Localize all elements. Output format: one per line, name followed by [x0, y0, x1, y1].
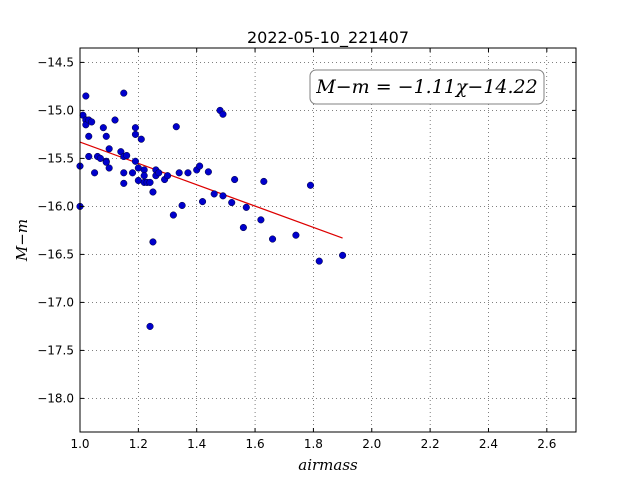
data-point: [102, 158, 110, 166]
x-tick-label: 2.0: [362, 437, 381, 451]
data-point: [339, 251, 347, 259]
data-point: [111, 116, 119, 124]
fit-equation-text: M−m = −1.11χ−14.22: [315, 76, 537, 98]
data-point: [140, 172, 148, 180]
y-tick-label: −17.0: [37, 295, 74, 309]
data-point: [85, 152, 93, 161]
data-point: [306, 181, 315, 189]
y-tick-label: −16.5: [37, 247, 74, 261]
chart-title: 2022-05-10_221407: [247, 28, 409, 48]
data-point: [210, 190, 218, 198]
data-point: [149, 238, 157, 246]
data-point: [120, 169, 128, 177]
data-point: [105, 145, 113, 153]
data-point: [204, 168, 212, 176]
x-tick-label: 2.6: [537, 437, 556, 451]
y-tick-label: −15.5: [37, 151, 74, 165]
data-point: [315, 257, 323, 265]
data-point: [88, 118, 96, 126]
data-point: [155, 169, 163, 177]
data-point: [149, 188, 157, 196]
data-point: [231, 175, 239, 184]
data-point: [198, 198, 207, 206]
x-tick-label: 2.2: [421, 437, 440, 451]
y-tick-label: −14.5: [37, 55, 74, 69]
fit-equation-box: M−m = −1.11χ−14.22: [309, 69, 545, 105]
data-point: [91, 169, 99, 177]
plot-frame: [79, 47, 577, 433]
y-axis-label: M−m: [13, 219, 31, 262]
data-point: [131, 130, 139, 138]
data-point: [146, 178, 154, 186]
data-point: [175, 169, 183, 177]
data-point: [85, 132, 93, 140]
x-tick-label: 1.4: [187, 437, 206, 451]
x-tick-label: 1.0: [70, 437, 89, 451]
y-tick-label: −16.0: [37, 199, 74, 213]
data-point: [196, 162, 204, 170]
data-point: [163, 172, 172, 180]
data-point: [137, 135, 145, 143]
data-point: [228, 199, 236, 207]
points-layer: [76, 89, 347, 330]
data-point: [128, 169, 137, 177]
data-point: [239, 223, 247, 232]
data-point: [120, 89, 128, 97]
y-tick-label: −17.5: [37, 343, 74, 357]
data-point: [105, 164, 113, 172]
data-point: [178, 201, 186, 209]
x-tick-label: 1.6: [246, 437, 265, 451]
data-point: [96, 154, 104, 162]
data-point: [184, 169, 192, 177]
y-tick-label: −15.0: [37, 103, 74, 117]
data-point: [219, 192, 227, 200]
data-point: [269, 235, 277, 243]
ticks-layer: 1.0 1.2 1.4 1.6 1.8 2.0 2.2 2.4 2.6 −14.5 −15.0 −15…: [37, 48, 576, 451]
data-point: [172, 123, 180, 131]
data-point: [260, 177, 268, 185]
data-point: [120, 179, 128, 187]
data-point: [257, 216, 265, 224]
data-point: [131, 124, 139, 132]
grid: [80, 48, 576, 432]
data-point: [292, 231, 300, 239]
data-point: [99, 124, 107, 132]
data-point: [123, 151, 131, 160]
data-point: [82, 92, 90, 100]
x-axis-label: airmass: [298, 456, 358, 474]
x-tick-label: 2.4: [479, 437, 498, 451]
data-point: [146, 322, 154, 330]
data-point: [242, 203, 250, 211]
data-point: [219, 110, 227, 118]
data-point: [169, 211, 177, 219]
data-point: [131, 157, 139, 165]
y-tick-label: −18.0: [37, 391, 74, 405]
fit-equation-frame: [309, 69, 545, 105]
x-tick-label: 1.8: [304, 437, 323, 451]
x-tick-label: 1.2: [129, 437, 148, 451]
data-point: [102, 132, 110, 140]
